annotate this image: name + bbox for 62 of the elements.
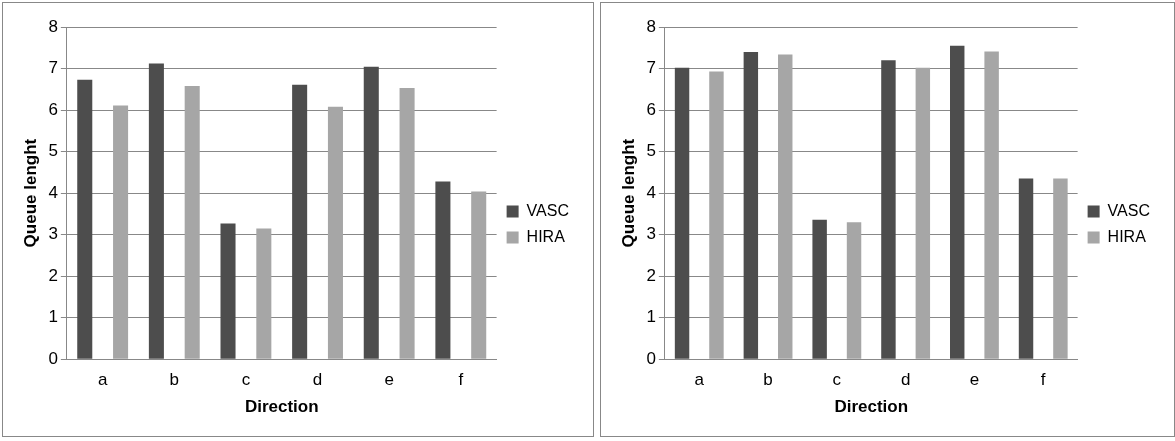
y-tick-label: 6 bbox=[646, 99, 656, 119]
bar bbox=[846, 222, 862, 359]
y-tick-label: 5 bbox=[646, 141, 656, 161]
y-tick-label: 1 bbox=[646, 307, 656, 327]
legend-label: HIRA bbox=[526, 227, 566, 245]
x-axis-title: Direction bbox=[834, 397, 909, 417]
bar bbox=[113, 105, 129, 359]
y-tick-label: 0 bbox=[48, 348, 58, 368]
y-tick-label: 7 bbox=[646, 58, 656, 78]
y-tick-label: 1 bbox=[48, 307, 58, 327]
x-tick-label: f bbox=[458, 370, 464, 390]
bar bbox=[743, 51, 759, 359]
y-tick-label: 4 bbox=[646, 182, 656, 202]
x-tick-label: c bbox=[241, 370, 251, 390]
y-tick-label: 3 bbox=[48, 224, 58, 244]
bar bbox=[1053, 178, 1068, 359]
x-tick-label: a bbox=[97, 370, 108, 390]
x-tick-label: d bbox=[312, 370, 323, 390]
bar bbox=[148, 63, 164, 359]
bar bbox=[950, 45, 965, 359]
x-tick-label: f bbox=[1040, 370, 1046, 390]
x-tick-label: a bbox=[694, 370, 705, 390]
bar bbox=[471, 191, 487, 359]
bar bbox=[915, 67, 931, 359]
bar bbox=[674, 67, 690, 359]
y-tick-label: 8 bbox=[48, 16, 58, 36]
bar bbox=[1018, 178, 1034, 359]
x-tick-label: d bbox=[900, 370, 911, 390]
bar bbox=[363, 66, 379, 359]
legend-label: HIRA bbox=[1107, 227, 1147, 245]
y-tick-label: 5 bbox=[48, 141, 58, 161]
bar bbox=[220, 223, 236, 359]
x-tick-label: e bbox=[384, 370, 394, 390]
y-tick-label: 7 bbox=[48, 58, 58, 78]
x-tick-label: c bbox=[832, 370, 842, 390]
y-tick-label: 6 bbox=[48, 99, 58, 119]
x-axis-title: Direction bbox=[244, 397, 319, 417]
bar bbox=[77, 79, 93, 359]
bar bbox=[709, 71, 724, 359]
bar bbox=[292, 84, 308, 359]
legend-label: VASC bbox=[1107, 201, 1151, 219]
x-tick-label: b bbox=[169, 370, 180, 390]
y-tick-label: 4 bbox=[48, 182, 58, 202]
bar bbox=[184, 85, 200, 359]
bar bbox=[812, 219, 827, 359]
y-axis-title: Queue lenght bbox=[20, 138, 40, 248]
y-tick-label: 3 bbox=[646, 224, 656, 244]
bar bbox=[399, 88, 415, 359]
bar bbox=[435, 181, 451, 359]
bar bbox=[984, 51, 999, 359]
x-tick-label: b bbox=[763, 370, 773, 390]
y-tick-label: 8 bbox=[646, 16, 656, 36]
y-tick-label: 2 bbox=[646, 265, 656, 285]
bar bbox=[778, 54, 793, 359]
y-tick-label: 2 bbox=[48, 265, 58, 285]
bar bbox=[881, 60, 896, 359]
legend-label: VASC bbox=[526, 201, 570, 219]
y-axis-title: Queue lenght bbox=[618, 138, 638, 248]
x-tick-label: e bbox=[969, 370, 980, 390]
y-tick-label: 0 bbox=[646, 348, 656, 368]
bar bbox=[256, 228, 272, 359]
bar bbox=[327, 106, 343, 359]
